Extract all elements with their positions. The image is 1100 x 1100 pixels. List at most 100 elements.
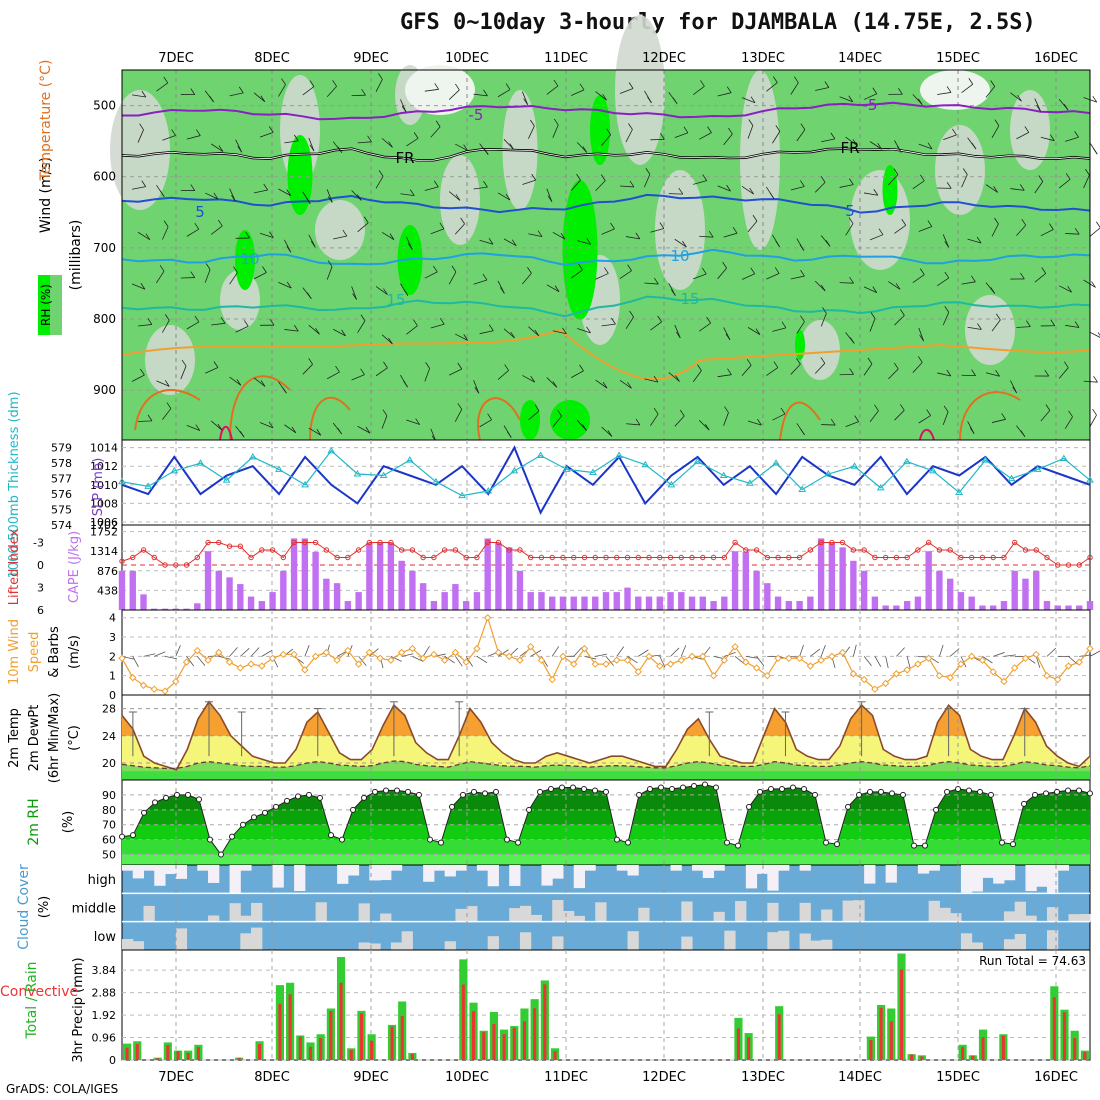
cape-bar: [990, 605, 997, 610]
thickness-point: [536, 451, 545, 458]
wind-barb: [163, 76, 169, 84]
rh-point: [559, 784, 565, 791]
wind-barb: [872, 87, 878, 94]
wind-barb: [186, 135, 201, 140]
wind-ytick-label: 0: [109, 689, 116, 702]
wind-barb: [1010, 188, 1025, 191]
wind-barb: [1024, 126, 1030, 133]
li-point: [194, 554, 200, 561]
cape-bar: [581, 596, 588, 610]
li-point: [571, 554, 577, 561]
rh-point: [339, 836, 345, 843]
wind10-barb: [250, 647, 260, 657]
cloud-gap-cell: [519, 932, 532, 950]
thickness-point: [275, 465, 283, 472]
wind-barb: [430, 126, 441, 138]
wind-barb: [952, 128, 957, 136]
li-point: [302, 539, 308, 546]
upper-air-ylabel-units: (millibars): [68, 220, 84, 291]
li-point: [958, 554, 964, 561]
cloud-gap-cell: [702, 865, 715, 878]
wind-barb: [821, 424, 836, 426]
wind-barb: [1093, 375, 1098, 383]
li-point: [786, 554, 792, 561]
cloud-gap-cell: [208, 915, 220, 922]
cloud-gap-cell: [627, 865, 639, 876]
li-point: [323, 547, 330, 553]
cloud-gap-cell: [1046, 930, 1059, 950]
wind-barb: [674, 132, 689, 139]
wind-barb: [327, 260, 333, 267]
cloud-gap-cell: [476, 865, 489, 871]
wind-barb: [699, 235, 714, 238]
wind-barb: [205, 192, 219, 200]
wind-barb: [706, 316, 711, 324]
wind-barb: [918, 327, 925, 342]
cloud-gap-cell: [767, 902, 779, 922]
wind-barb: [697, 364, 702, 371]
rh-point: [504, 836, 510, 843]
wind-barb: [773, 361, 779, 368]
wind10-barb: [422, 645, 430, 657]
li-point: [355, 547, 362, 553]
wind-barb: [439, 222, 445, 230]
wind-barb: [140, 283, 146, 290]
wind-barb: [457, 362, 463, 370]
wind10-point: [473, 644, 481, 653]
rh-point: [966, 787, 972, 794]
wind-barb: [448, 191, 461, 201]
wind-barb: [1016, 326, 1031, 328]
wind10-barb: [906, 656, 911, 669]
wind-barb: [409, 189, 415, 196]
wind-barb: [926, 409, 931, 416]
rh-point: [240, 821, 246, 828]
wind-barb: [659, 222, 665, 229]
rh-point: [889, 790, 895, 797]
wind10-point: [645, 652, 653, 661]
wind-barb: [675, 331, 681, 339]
rh-point: [757, 788, 763, 795]
wind-barb: [747, 327, 761, 335]
cape-bar: [624, 587, 631, 610]
cape-ytick-label: 1752: [90, 526, 118, 539]
wind-barb: [382, 409, 388, 416]
cape-bar: [247, 596, 255, 610]
wind-barb: [936, 277, 950, 287]
thickness-point: [746, 479, 754, 486]
wind-barb: [800, 269, 805, 277]
rh-point: [1065, 787, 1071, 794]
li-point: [1033, 547, 1039, 553]
wind-barb: [1020, 272, 1025, 280]
thickness-point: [379, 471, 388, 479]
contour-label: FR: [395, 149, 414, 167]
thickness-point: [1033, 465, 1042, 472]
wind-barb: [253, 92, 266, 103]
wind-barb: [186, 321, 200, 330]
wind-barb: [732, 226, 738, 234]
temp-ylabel-4: (°C): [67, 725, 82, 751]
wind-barb: [375, 286, 388, 295]
rh-point: [823, 839, 829, 846]
wind-barb: [985, 86, 996, 98]
rh-point: [735, 842, 741, 849]
wind-barb: [722, 261, 727, 269]
li-point: [280, 554, 287, 561]
cloud-gap-cell: [358, 903, 370, 922]
wind-barb: [156, 82, 168, 92]
temp-ytick-label: 28: [102, 703, 116, 716]
li-point: [753, 547, 760, 553]
isotherm-line-30: [219, 425, 935, 441]
wind-barb: [131, 94, 146, 98]
cloud-gap-cell: [681, 936, 693, 950]
wind-barb: [510, 331, 515, 339]
cape-bar: [419, 583, 427, 610]
wind10-point: [311, 652, 320, 661]
wind-barb: [406, 419, 420, 425]
thickness-point: [667, 480, 676, 488]
wind-barb: [537, 230, 543, 237]
precip-convective-bar: [258, 1044, 262, 1060]
thickness-point: [719, 471, 728, 479]
wind10-point: [1054, 675, 1062, 684]
precip-convective-bar: [920, 1056, 924, 1060]
wind10-point: [1021, 654, 1030, 663]
